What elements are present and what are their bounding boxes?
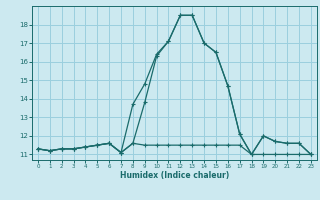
X-axis label: Humidex (Indice chaleur): Humidex (Indice chaleur) [120, 171, 229, 180]
